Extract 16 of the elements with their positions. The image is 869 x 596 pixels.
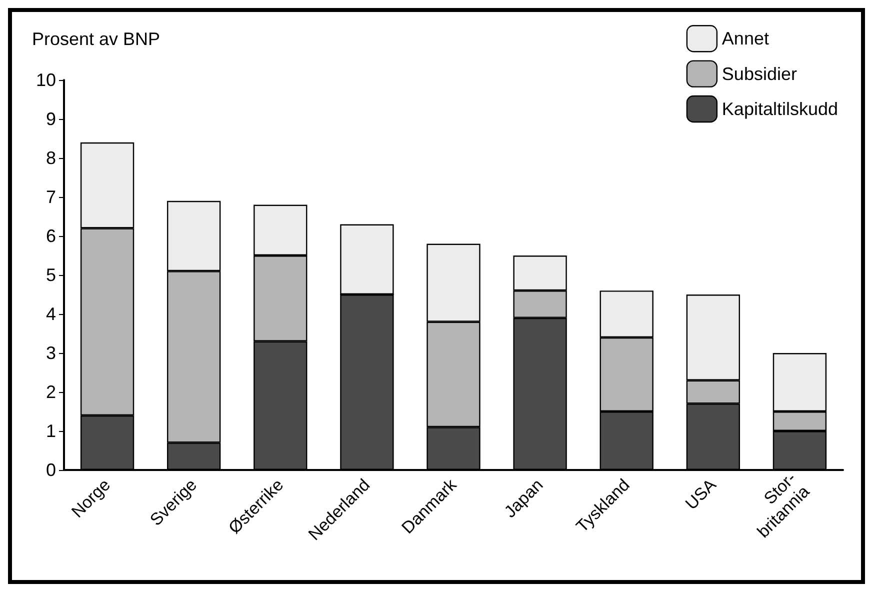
y-tick-label: 9	[46, 109, 56, 129]
y-tick-label: 1	[46, 421, 56, 441]
y-tick-label: 2	[46, 382, 56, 402]
y-tick-label: 10	[36, 70, 56, 90]
y-axis-title: Prosent av BNP	[32, 29, 160, 49]
legend-label: Subsidier	[722, 64, 797, 84]
y-tick-label: 5	[46, 265, 56, 285]
y-tick-label: 6	[46, 226, 56, 246]
y-tick-label: 4	[46, 304, 56, 324]
legend-label: Kapitaltilskudd	[722, 99, 838, 119]
x-tick-label: USA	[682, 474, 720, 514]
y-tick-label: 3	[46, 343, 56, 363]
y-tick-label: 8	[46, 148, 56, 168]
legend-label: Annet	[722, 28, 769, 49]
y-tick-label: 0	[46, 460, 56, 480]
y-tick-label: 7	[46, 187, 56, 207]
